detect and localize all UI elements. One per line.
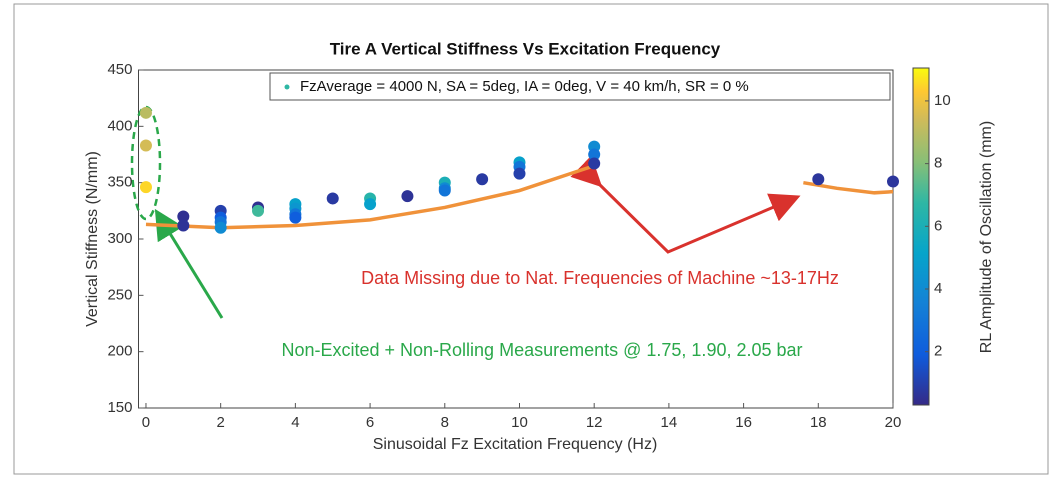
legend [269,72,891,101]
point [401,190,414,203]
y-tick-label: 250 [107,286,132,303]
point [177,219,190,232]
x-tick-label: 8 [441,414,449,431]
colorbar-tick-label: 8 [934,155,942,172]
arrow [570,155,801,254]
colorbar-tick-label: 2 [934,343,942,360]
x-tick-label: 20 [885,414,902,431]
point [177,210,190,223]
x-tick-label: 16 [735,414,752,431]
x-tick-label: 6 [366,414,374,431]
y-tick-label: 350 [107,174,132,191]
x-axis-label: Sinusoidal Fz Excitation Frequency (Hz) [373,436,658,453]
legend-marker [284,84,290,90]
y-tick-label: 150 [107,399,132,416]
y-tick-label: 450 [107,61,132,78]
x-tick-label: 4 [291,414,299,431]
point [139,139,152,152]
point [476,173,489,186]
point [438,184,451,197]
fit-line [803,180,894,195]
y-tick-label: 400 [107,117,132,134]
colorbar-tick-label: 4 [934,280,942,297]
x-tick-label: 14 [661,414,678,431]
y-tick-label: 200 [107,343,132,360]
arrow [154,208,224,319]
point [139,181,152,194]
colorbar-tick-label: 10 [934,92,951,109]
point [887,175,899,188]
axes-box [138,69,894,409]
x-tick-label: 10 [511,414,528,431]
point [513,167,526,180]
point [364,198,377,211]
annotation: Non-Excited + Non-Rolling Measurements @… [281,340,802,360]
point [812,173,825,186]
frame [13,3,1049,475]
colorbar-tick-label: 6 [934,217,942,234]
legend-label: FzAverage = 4000 N, SA = 5deg, IA = 0deg… [300,78,749,95]
highlight-ellipse [130,105,162,221]
annotation: Data Missing due to Nat. Frequencies of … [361,268,839,288]
y-axis-label: Vertical Stiffness (N/mm) [84,151,101,327]
colorbar [912,67,930,406]
colorbar-label: RL Amplitude of Oscillation (mm) [978,121,995,353]
chart-title: Tire A Vertical Stiffness Vs Excitation … [330,39,721,58]
point [326,192,339,205]
y-tick-label: 300 [107,230,132,247]
point [214,221,227,234]
point [289,211,302,224]
point [588,148,601,161]
x-tick-label: 0 [142,414,150,431]
point [139,106,152,119]
x-tick-label: 2 [217,414,225,431]
point [252,204,265,217]
point [588,157,601,170]
x-tick-label: 12 [586,414,603,431]
x-tick-label: 18 [810,414,827,431]
